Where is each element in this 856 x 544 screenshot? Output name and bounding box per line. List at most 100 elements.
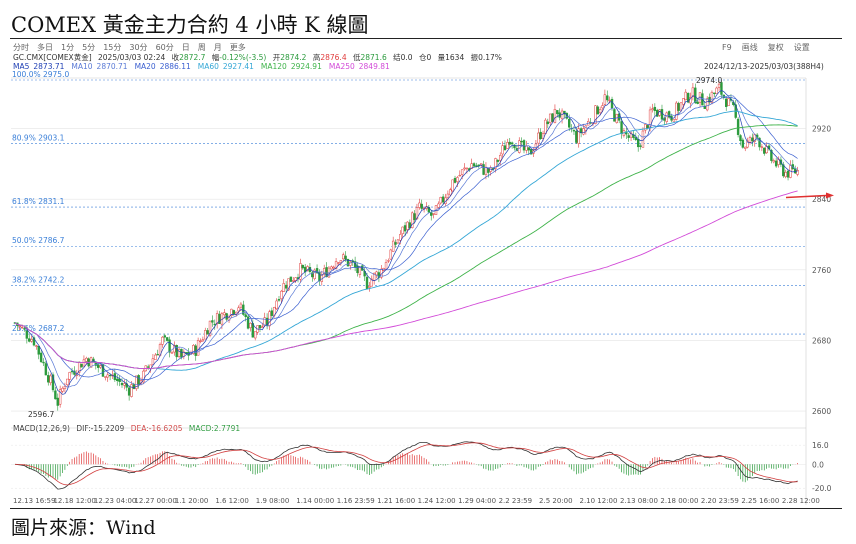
candle-body bbox=[508, 141, 511, 145]
y-tick-label: 2680 bbox=[812, 336, 831, 345]
tool-button[interactable]: 画线 bbox=[741, 43, 758, 52]
candle-body bbox=[713, 92, 716, 94]
tool-button[interactable]: F9 bbox=[722, 43, 732, 52]
candle-body bbox=[691, 87, 695, 97]
candle-body bbox=[739, 135, 742, 142]
candle-body bbox=[254, 331, 257, 339]
change-value: -0.12%(-3.5) bbox=[219, 53, 267, 62]
period-tab[interactable]: 30分 bbox=[129, 43, 148, 52]
ma-line-ma20 bbox=[14, 96, 798, 380]
candle-body bbox=[368, 285, 371, 288]
candle-body bbox=[741, 139, 745, 148]
dea-line bbox=[14, 442, 798, 486]
candle-body bbox=[237, 307, 240, 312]
candle-body bbox=[120, 383, 124, 386]
tool-button[interactable]: 复权 bbox=[767, 43, 784, 52]
period-tab[interactable]: 分时 bbox=[13, 43, 29, 52]
period-tab[interactable]: 多日 bbox=[37, 43, 53, 52]
candle-body bbox=[104, 376, 107, 378]
candle-body bbox=[430, 212, 433, 216]
candle-body bbox=[68, 372, 71, 380]
trend-arrow bbox=[785, 194, 827, 199]
ma-value: 2924.91 bbox=[290, 62, 322, 71]
candle-body bbox=[106, 374, 109, 378]
ma-label: MA120 bbox=[260, 62, 287, 71]
candle-body bbox=[763, 147, 766, 154]
candle-body bbox=[620, 121, 623, 135]
candle-body bbox=[751, 137, 754, 142]
period-tab[interactable]: 周 bbox=[197, 43, 206, 52]
candle-body bbox=[23, 328, 26, 330]
x-tick-label: 2.10 12:00 bbox=[579, 497, 617, 505]
candle-body bbox=[35, 345, 38, 347]
candle-body bbox=[161, 336, 164, 345]
period-tab[interactable]: 5分 bbox=[82, 43, 96, 52]
candle-body bbox=[541, 133, 545, 139]
candle-body bbox=[403, 225, 407, 232]
period-tab[interactable]: 月 bbox=[213, 43, 222, 52]
dea-value: -16.6205 bbox=[148, 424, 183, 433]
candle-body bbox=[639, 145, 642, 147]
candle-body bbox=[313, 269, 316, 279]
candle-body bbox=[577, 128, 580, 144]
candle-body bbox=[725, 98, 728, 107]
candle-body bbox=[499, 155, 502, 161]
candle-body bbox=[420, 203, 423, 209]
inc-value: 0.17% bbox=[478, 53, 502, 62]
candle-body bbox=[598, 109, 602, 114]
candle-body bbox=[705, 98, 709, 111]
tool-button[interactable]: 设置 bbox=[793, 43, 810, 52]
oi-label: 仓 bbox=[418, 53, 427, 62]
candle-body bbox=[644, 124, 647, 131]
candle-body bbox=[720, 82, 723, 95]
candle-body bbox=[432, 213, 435, 215]
candle-body bbox=[606, 95, 609, 101]
candle-body bbox=[199, 340, 202, 343]
candle-body bbox=[472, 163, 476, 167]
symbol: GC.CMX[COMEX黄金] bbox=[13, 53, 92, 62]
candle-body bbox=[168, 339, 171, 353]
candle-body bbox=[418, 202, 421, 208]
period-tab[interactable]: 60分 bbox=[155, 43, 174, 52]
candle-body bbox=[415, 207, 419, 220]
fib-label: 61.8% 2831.1 bbox=[12, 197, 65, 206]
max-price-label: 2974.0 bbox=[696, 76, 722, 85]
candle-body bbox=[258, 325, 262, 329]
candle-body bbox=[275, 300, 278, 310]
candle-body bbox=[568, 118, 571, 128]
candle-body bbox=[496, 159, 500, 162]
candle-body bbox=[727, 98, 730, 106]
candle-body bbox=[49, 375, 52, 384]
candle-body bbox=[786, 170, 790, 178]
candle-body bbox=[99, 365, 102, 368]
period-tab[interactable]: 15分 bbox=[103, 43, 122, 52]
candle-body bbox=[208, 320, 212, 336]
candle-body bbox=[218, 313, 221, 324]
candle-body bbox=[451, 179, 454, 192]
macd-value: 2.7791 bbox=[213, 424, 241, 433]
candle-body bbox=[394, 242, 397, 245]
candle-body bbox=[401, 226, 404, 234]
candle-body bbox=[627, 135, 630, 138]
macd-tick-label: 0.0 bbox=[812, 460, 824, 469]
y-tick-label: 2840 bbox=[812, 195, 831, 204]
candle-body bbox=[679, 102, 683, 111]
candle-body bbox=[311, 272, 314, 278]
candle-body bbox=[387, 260, 390, 262]
candle-body bbox=[170, 352, 174, 354]
candle-body bbox=[30, 339, 33, 342]
candle-body bbox=[544, 119, 547, 134]
ma-value: 2870.71 bbox=[96, 62, 128, 71]
x-tick-label: 12.23 04:00 bbox=[94, 497, 136, 505]
candle-body bbox=[760, 146, 764, 148]
period-tab[interactable]: 1分 bbox=[61, 43, 75, 52]
fib-label: 23.6% 2687.2 bbox=[12, 324, 65, 333]
tool-toolbar: F9 画线 复权 设置 bbox=[712, 42, 810, 53]
candle-body bbox=[796, 170, 799, 175]
period-tab[interactable]: 更多 bbox=[229, 43, 246, 52]
candle-body bbox=[18, 325, 21, 327]
candle-body bbox=[646, 125, 649, 129]
x-tick-label: 1.21 16:00 bbox=[377, 497, 415, 505]
candle-body bbox=[204, 330, 207, 340]
period-tab[interactable]: 日 bbox=[181, 43, 190, 52]
